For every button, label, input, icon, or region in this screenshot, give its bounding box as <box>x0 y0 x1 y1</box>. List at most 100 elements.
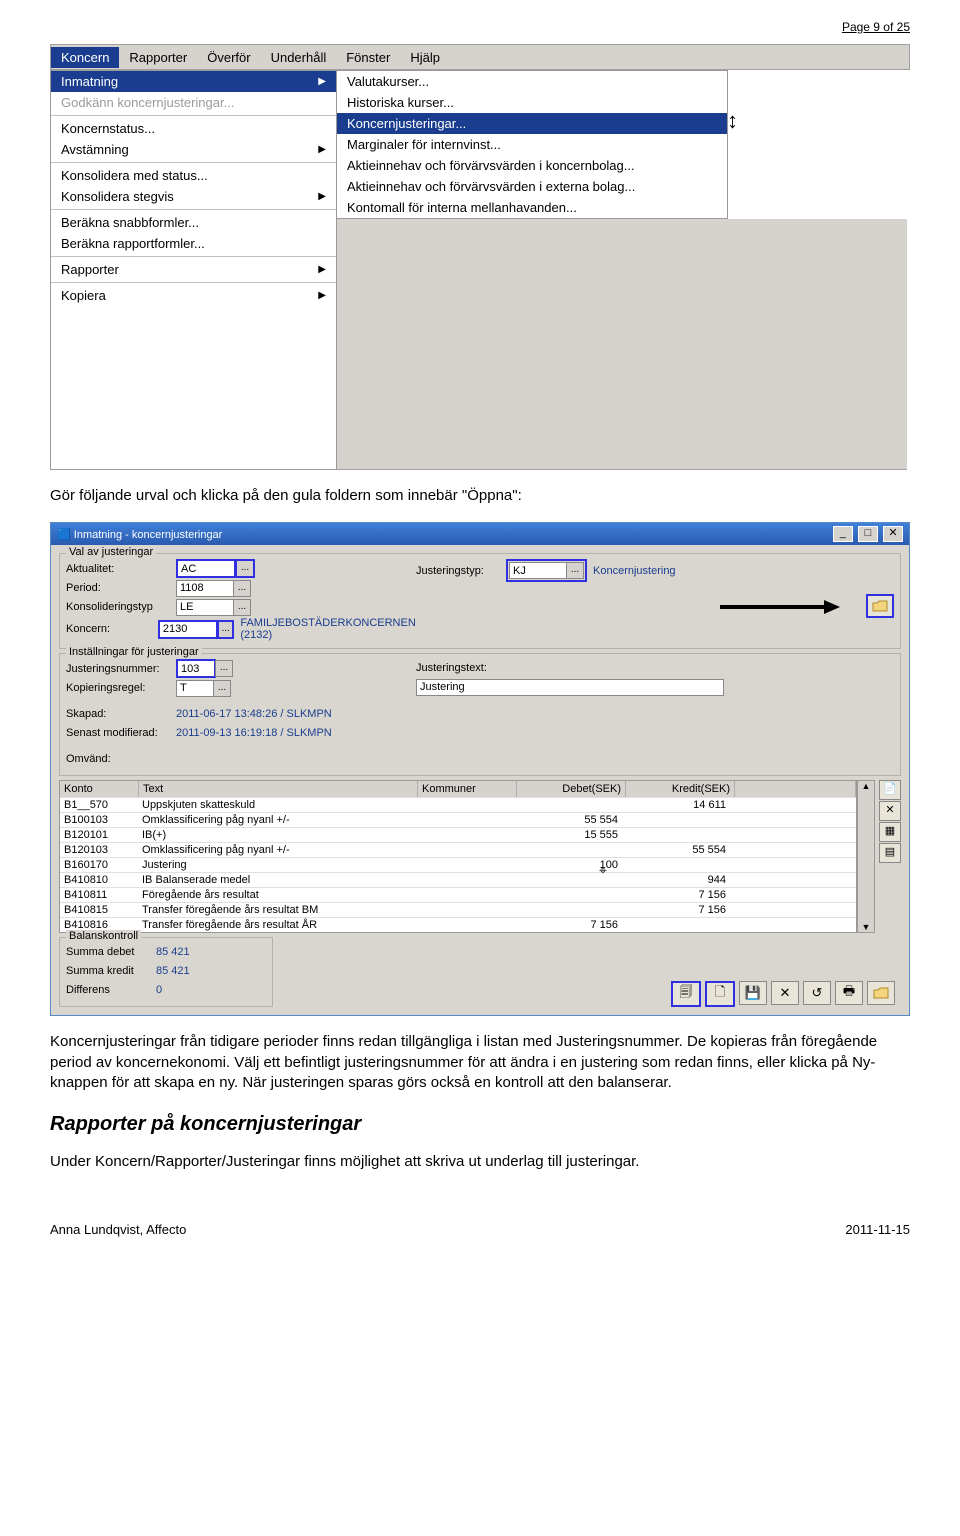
col-kredit: Kredit(SEK) <box>626 781 735 797</box>
table-scrollbar[interactable]: ▲▼ <box>857 780 875 933</box>
menu-koncern[interactable]: Koncern <box>51 47 119 68</box>
koncern-label: Koncern: <box>66 623 158 635</box>
menu-item[interactable]: Koncernstatus... <box>51 118 336 139</box>
koncern-field[interactable]: 2130 <box>158 620 218 639</box>
omvand-label: Omvänd: <box>66 753 176 765</box>
table-row[interactable]: B410811Föregående års resultat7 156 <box>60 887 856 902</box>
folder-icon <box>872 600 888 612</box>
group-settings-title: Inställningar för justeringar <box>66 646 202 658</box>
dropdown-left: Inmatning▶Godkänn koncernjusteringar... K… <box>50 70 337 470</box>
open-folder-button[interactable] <box>866 594 894 618</box>
btn-delete[interactable]: ✕ <box>771 981 799 1005</box>
btn-new[interactable]: 🗋 <box>705 981 735 1007</box>
justtyp-browse[interactable]: ... <box>566 562 584 579</box>
menu-item[interactable]: Godkänn koncernjusteringar... <box>51 92 336 113</box>
justtyp-text: Koncernjustering <box>593 565 673 577</box>
submenu-item[interactable]: Aktieinnehav och förvärvsvärden i extern… <box>337 176 727 197</box>
btn-refresh[interactable]: ↺ <box>803 981 831 1005</box>
menu-fonster[interactable]: Fönster <box>336 47 400 68</box>
submenu-item[interactable]: Aktieinnehav och förvärvsvärden i koncer… <box>337 155 727 176</box>
annotation-arrow <box>720 598 840 619</box>
table-header: Konto Text Kommuner Debet(SEK) Kredit(SE… <box>60 781 856 797</box>
period-field[interactable]: 1108 <box>176 580 234 597</box>
resize-arrow-icon: ↕ <box>727 108 738 134</box>
submenu-item[interactable]: Historiska kurser... <box>337 92 727 113</box>
aktualitet-field[interactable]: AC <box>176 559 236 578</box>
dropdown-right: Valutakurser...Historiska kurser...Konce… <box>336 70 728 219</box>
side-btn-4[interactable]: ▤ <box>879 843 901 863</box>
sumkre-label: Summa kredit <box>66 965 156 977</box>
paragraph-1: Gör följande urval och klicka på den gul… <box>50 486 910 506</box>
col-kommuner: Kommuner <box>418 781 517 797</box>
senast-label: Senast modifierad: <box>66 727 176 739</box>
menu-item[interactable]: Konsolidera med status... <box>51 165 336 186</box>
koncern-browse[interactable]: ... <box>217 620 234 639</box>
table-row[interactable]: B410810IB Balanserade medel944 <box>60 872 856 887</box>
side-btn-1[interactable]: 📄 <box>879 780 901 800</box>
close-button[interactable]: ✕ <box>883 526 903 542</box>
minimize-button[interactable]: _ <box>833 526 853 542</box>
table-row[interactable]: B120103Omklassificering påg nyanl +/-55 … <box>60 842 856 857</box>
justtyp-field[interactable]: KJ <box>509 562 567 579</box>
sumdeb-value: 85 421 <box>156 946 190 958</box>
table-row[interactable]: B100103Omklassificering påg nyanl +/-55 … <box>60 812 856 827</box>
btn-save[interactable]: 💾 <box>739 981 767 1005</box>
submenu-item[interactable]: Valutakurser... <box>337 71 727 92</box>
konstyp-browse[interactable]: ... <box>233 599 251 616</box>
menu-item[interactable]: Beräkna rapportformler... <box>51 233 336 254</box>
table-row[interactable]: B160170Justering100 <box>60 857 856 872</box>
group-balance-title: Balanskontroll <box>66 930 141 942</box>
heading-rapporter: Rapporter på koncernjusteringar <box>50 1113 910 1136</box>
titlebar: 🟦 Inmatning - koncernjusteringar _ □ ✕ <box>51 523 909 545</box>
submenu-item[interactable]: Kontomall för interna mellanhavanden... <box>337 197 727 218</box>
justnr-label: Justeringsnummer: <box>66 663 176 675</box>
menu-item[interactable]: Rapporter▶ <box>51 259 336 280</box>
konstyp-field[interactable]: LE <box>176 599 234 616</box>
menu-item[interactable]: Avstämning▶ <box>51 139 336 160</box>
menu-rapporter[interactable]: Rapporter <box>119 47 197 68</box>
side-btn-2[interactable]: ✕ <box>879 801 901 821</box>
menu-overfor[interactable]: Överför <box>197 47 260 68</box>
group-settings: Inställningar för justeringar Justerings… <box>59 653 901 776</box>
kopregel-browse[interactable]: ... <box>213 680 231 697</box>
submenu-item[interactable]: Marginaler för internvinst... <box>337 134 727 155</box>
table-row[interactable]: B1__570Uppskjuten skatteskuld14 611 <box>60 797 856 812</box>
paragraph-3: Under Koncern/Rapporter/Justeringar finn… <box>50 1152 910 1172</box>
bottom-toolbar: 🗐 🗋 💾 ✕ ↺ 🖶 <box>671 981 895 1007</box>
col-text: Text <box>139 781 418 797</box>
aktualitet-browse[interactable]: ... <box>235 559 255 578</box>
col-konto: Konto <box>60 781 139 797</box>
skapad-value: 2011-06-17 13:48:26 / SLKMPN <box>176 708 332 720</box>
menu-underhall[interactable]: Underhåll <box>261 47 337 68</box>
btn-print[interactable]: 🖶 <box>835 981 863 1005</box>
menu-item[interactable]: Beräkna snabbformler... <box>51 212 336 233</box>
table-row[interactable]: B120101IB(+)15 555 <box>60 827 856 842</box>
konstyp-label: Konsolideringstyp <box>66 601 176 613</box>
group-selection-title: Val av justeringar <box>66 546 156 558</box>
sumkre-value: 85 421 <box>156 965 190 977</box>
kopregel-field[interactable]: T <box>176 680 214 697</box>
btn-open[interactable] <box>867 981 895 1005</box>
table-side-buttons: 📄 ✕ ▦ ▤ <box>879 780 901 933</box>
justnr-field[interactable]: 103 <box>176 659 216 678</box>
menu-item[interactable]: Konsolidera stegvis▶ <box>51 186 336 207</box>
justnr-browse[interactable]: ... <box>215 660 233 677</box>
period-label: Period: <box>66 582 176 594</box>
justtext-field[interactable]: Justering <box>416 679 724 696</box>
menu-item[interactable]: Inmatning▶ <box>51 71 336 92</box>
screenshot-menu: Koncern Rapporter Överför Underhåll Föns… <box>50 44 910 470</box>
diff-value: 0 <box>156 984 162 996</box>
skapad-label: Skapad: <box>66 708 176 720</box>
window-title: Inmatning - koncernjusteringar <box>74 529 223 541</box>
maximize-button[interactable]: □ <box>858 526 878 542</box>
entries-table: Konto Text Kommuner Debet(SEK) Kredit(SE… <box>59 780 857 933</box>
menu-hjalp[interactable]: Hjälp <box>400 47 450 68</box>
side-btn-3[interactable]: ▦ <box>879 822 901 842</box>
menu-item[interactable]: Kopiera▶ <box>51 285 336 306</box>
period-browse[interactable]: ... <box>233 580 251 597</box>
submenu-item[interactable]: Koncernjusteringar... <box>337 113 727 134</box>
page-footer: Anna Lundqvist, Affecto 2011-11-15 <box>50 1222 910 1237</box>
table-row[interactable]: B410816Transfer föregående års resultat … <box>60 917 856 932</box>
btn-view[interactable]: 🗐 <box>671 981 701 1007</box>
table-row[interactable]: B410815Transfer föregående års resultat … <box>60 902 856 917</box>
